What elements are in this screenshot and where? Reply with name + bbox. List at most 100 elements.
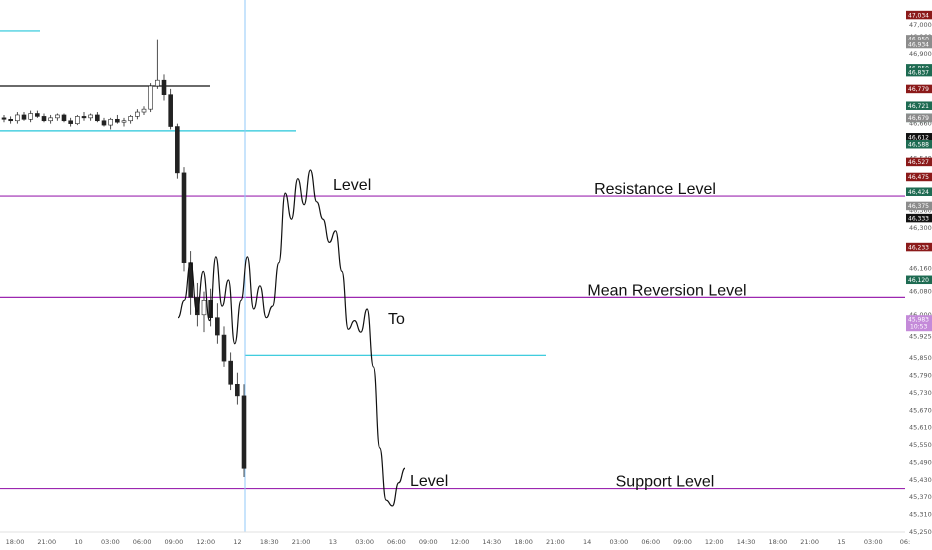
y-tick-label: 46,900 [909,50,932,58]
y-tick-label: 45,490 [909,458,932,466]
price-badge-label: 46,120 [908,277,929,284]
level-labels-layer: Resistance Level Mean Reversion Level Supp… [333,177,747,491]
candle-body [21,114,27,120]
x-tick-label: 21:00 [37,538,56,546]
candlesticks-layer [1,39,247,477]
candle-body [135,111,140,117]
price-badge-label: 46,721 [908,103,929,110]
price-badge-label: 47,034 [908,12,929,19]
price-badge [906,315,932,332]
y-tick-label: 45,310 [909,511,932,519]
candle-body [61,114,67,122]
level-lines-layer [0,195,905,490]
level-label-2: Support Level [616,474,715,491]
annotation-1: To [388,311,405,328]
y-tick-label: 45,925 [909,333,932,341]
price-badge [906,39,932,49]
price-badge-countdown: 10:53 [910,324,927,331]
annotation-2: Level [410,473,448,490]
x-tick-label: 15 [837,538,845,546]
annotation-0: Level [333,177,371,194]
x-tick-label: 18:00 [768,538,787,546]
price-badges-layer: 47,03446,95046,93446,85046,83746,77946,7… [906,10,932,332]
price-badge [906,113,932,123]
x-tick-label: 14:30 [737,538,756,546]
price-badge-label: 46,612 [908,135,929,142]
price-badge [906,275,932,285]
y-tick-label: 46,080 [909,288,932,296]
projected-path-line [177,169,406,507]
price-badge-label: 46,375 [908,203,929,210]
candle-body [48,117,53,122]
x-tick-label: 03:00 [610,538,629,546]
candle-body [181,172,187,263]
x-tick-label: 03:00 [864,538,883,546]
y-tick-label: 45,790 [909,372,932,380]
time-axis[interactable]: 18:00 21:00 10 03:00 06:00 09:00 12:00 12 18:30 2… [0,531,910,546]
candle-body [221,334,227,362]
y-tick-label: 45,250 [909,528,932,536]
y-tick-label: 45,430 [909,476,932,484]
price-badge-label: 46,837 [908,69,929,76]
y-tick-label: 46,300 [909,224,932,232]
x-tick-label: 09:00 [419,538,438,546]
price-badge [906,172,932,182]
candle-body [8,118,13,122]
x-tick-label: 14:30 [482,538,501,546]
y-tick-label: 45,730 [909,389,932,397]
price-badge-label: 46,779 [908,86,929,93]
x-tick-label: 09:00 [673,538,692,546]
y-tick-label: 46,000 [909,311,932,319]
candle-body [235,383,240,397]
x-tick-label: 03:00 [101,538,120,546]
candle-body [168,94,173,127]
y-tick-label: 46,360 [909,207,932,215]
candle-body [201,300,207,316]
x-tick-label: 12:00 [705,538,724,546]
x-tick-label: 06:00 [641,538,660,546]
x-tick-label: 14 [583,538,591,546]
y-tick-label: 45,370 [909,493,932,501]
candle-body [228,360,233,385]
price-badge-label: 45,983 [908,317,929,324]
candle-body [115,118,120,123]
y-tick-label: 45,850 [909,354,932,362]
candle-body [161,79,167,95]
candle-body [141,108,147,113]
price-badge [906,201,932,211]
candle-body [35,113,40,117]
y-tick-label: 45,670 [909,406,932,414]
candle-body [121,120,127,123]
x-tick-label: 06:00 [133,538,152,546]
price-badge-label: 46,527 [908,159,929,166]
candle-body [41,116,47,122]
price-badge-label: 46,679 [908,115,929,122]
drawn-lines-layer [0,30,546,356]
candle-body [215,317,220,336]
price-badge [906,213,932,223]
x-tick-label: 18:00 [6,538,25,546]
candle-body [88,114,93,119]
price-badge-label: 46,333 [908,215,929,222]
y-tick-label: 45,610 [909,424,932,432]
x-tick-label: 06: [900,538,910,546]
price-badge [906,187,932,196]
candle-body [81,116,87,119]
level-label-0: Resistance Level [594,181,716,198]
price-badge-label: 46,588 [908,141,929,148]
candle-body [95,114,100,122]
price-badge [906,101,932,110]
y-tick-label: 46,160 [909,264,932,272]
candle-body [75,116,80,124]
price-badge-label: 46,934 [908,41,929,48]
y-tick-label: 45,550 [909,441,932,449]
candle-body [148,85,153,110]
x-tick-label: 10 [74,538,82,546]
price-badge [906,139,932,149]
candle-body [155,79,160,87]
price-badge [906,84,932,94]
x-tick-label: 12:00 [196,538,215,546]
x-tick-label: 09:00 [165,538,184,546]
x-tick-label: 21:00 [292,538,311,546]
